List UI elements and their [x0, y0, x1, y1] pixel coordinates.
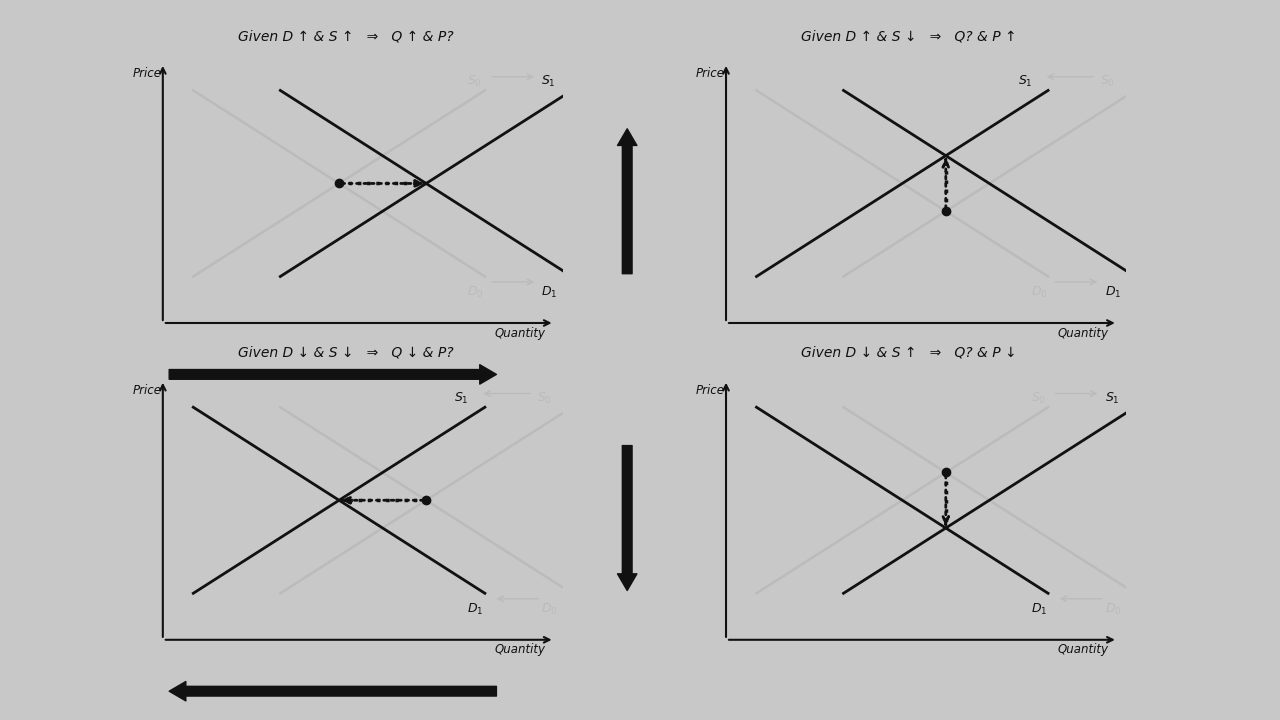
Text: Price: Price — [132, 67, 161, 80]
Text: $S_0$: $S_0$ — [467, 74, 483, 89]
Text: $S_0$: $S_0$ — [538, 391, 552, 406]
Text: $S_1$: $S_1$ — [1105, 391, 1119, 406]
Text: $D_1$: $D_1$ — [467, 601, 484, 616]
Text: Given D ↓ & S ↑   ⇒   Q? & P ↓: Given D ↓ & S ↑ ⇒ Q? & P ↓ — [801, 346, 1016, 360]
Text: Given D ↑ & S ↓   ⇒   Q? & P ↑: Given D ↑ & S ↓ ⇒ Q? & P ↑ — [801, 30, 1016, 43]
Text: $D_0$: $D_0$ — [1030, 284, 1047, 300]
Text: $D_1$: $D_1$ — [1105, 284, 1121, 300]
Text: Quantity: Quantity — [495, 644, 545, 657]
Text: $S_1$: $S_1$ — [1018, 74, 1032, 89]
Text: $D_0$: $D_0$ — [541, 601, 558, 616]
Text: $S_1$: $S_1$ — [541, 74, 556, 89]
Text: Quantity: Quantity — [1059, 644, 1108, 657]
Text: $S_0$: $S_0$ — [1030, 391, 1046, 406]
Text: $D_1$: $D_1$ — [1030, 601, 1047, 616]
Text: Price: Price — [132, 384, 161, 397]
Text: Price: Price — [695, 67, 724, 80]
Text: Quantity: Quantity — [1059, 327, 1108, 340]
Text: $S_1$: $S_1$ — [454, 391, 468, 406]
Text: $D_0$: $D_0$ — [467, 284, 484, 300]
Text: $D_0$: $D_0$ — [1105, 601, 1121, 616]
Text: $S_0$: $S_0$ — [1101, 74, 1115, 89]
Text: Given D ↑ & S ↑   ⇒   Q ↑ & P?: Given D ↑ & S ↑ ⇒ Q ↑ & P? — [238, 30, 453, 43]
Text: Price: Price — [695, 384, 724, 397]
Text: $D_1$: $D_1$ — [541, 284, 558, 300]
Text: Given D ↓ & S ↓   ⇒   Q ↓ & P?: Given D ↓ & S ↓ ⇒ Q ↓ & P? — [238, 346, 453, 360]
Text: Quantity: Quantity — [495, 327, 545, 340]
